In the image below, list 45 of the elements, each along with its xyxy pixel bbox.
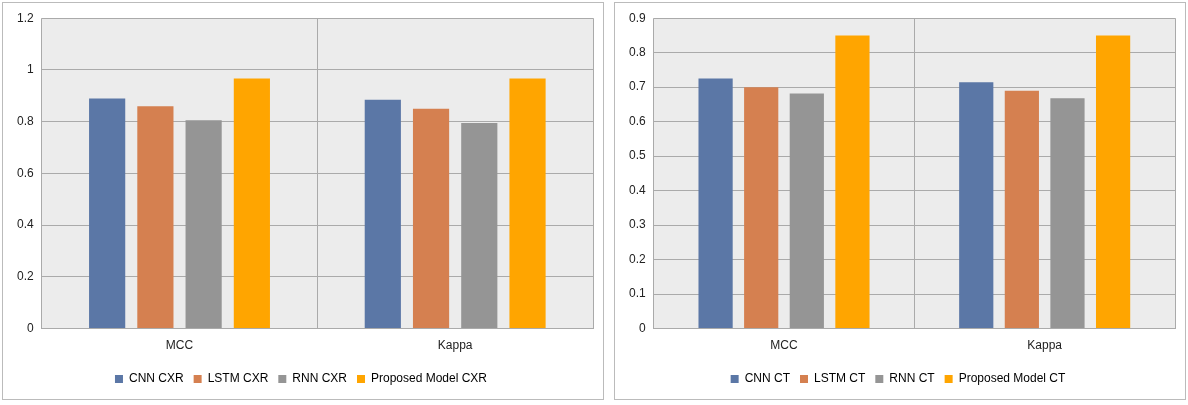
bar	[744, 87, 779, 329]
y-tick-label: 0.8	[16, 113, 34, 128]
legend-label: Proposed Model CT	[958, 371, 1067, 386]
bar	[698, 78, 733, 329]
legend-label: RNN CT	[889, 371, 936, 386]
bar	[364, 99, 401, 329]
y-tick-label: 0.6	[16, 165, 34, 180]
x-tick-label: MCC	[770, 338, 799, 353]
x-tick-label: Kappa	[437, 338, 473, 353]
legend-label: CNN CXR	[128, 371, 184, 386]
bar	[185, 120, 222, 329]
legend-label: LSTM CT	[813, 371, 866, 386]
y-tick-label: 0.1	[628, 286, 646, 301]
bar	[789, 93, 824, 329]
y-tick-label: 0.4	[16, 217, 34, 232]
y-tick-label: 0	[638, 320, 646, 335]
bar	[137, 106, 174, 329]
bar	[461, 122, 498, 329]
y-tick-label: 0.7	[628, 79, 646, 94]
y-tick-label: 1	[26, 62, 34, 77]
bar	[509, 78, 546, 329]
bar	[1004, 90, 1039, 329]
bar	[1050, 98, 1085, 329]
y-tick-label: 0.2	[628, 251, 646, 266]
bar	[835, 35, 870, 329]
y-tick-label: 0.4	[628, 182, 646, 197]
y-tick-label: 0	[26, 320, 34, 335]
bar	[1095, 35, 1131, 329]
y-tick-label: 0.8	[628, 45, 646, 59]
y-tick-label: 0.9	[628, 10, 646, 25]
x-tick-label: MCC	[165, 338, 194, 353]
bar	[959, 82, 994, 329]
legend-label: RNN CXR	[292, 371, 348, 386]
y-tick-label: 0.3	[628, 217, 646, 232]
legend-label: LSTM CXR	[207, 371, 269, 386]
legend-label: Proposed Model CXR	[370, 371, 488, 386]
bar	[412, 108, 450, 329]
x-tick-label: Kappa	[1027, 338, 1063, 353]
y-tick-label: 0.6	[628, 113, 646, 128]
y-tick-label: 1.2	[16, 10, 34, 25]
legend-label: CNN CT	[744, 371, 791, 386]
y-tick-label: 0.2	[16, 269, 34, 284]
bar	[89, 98, 126, 329]
y-tick-label: 0.5	[628, 148, 646, 163]
bar	[233, 78, 270, 329]
